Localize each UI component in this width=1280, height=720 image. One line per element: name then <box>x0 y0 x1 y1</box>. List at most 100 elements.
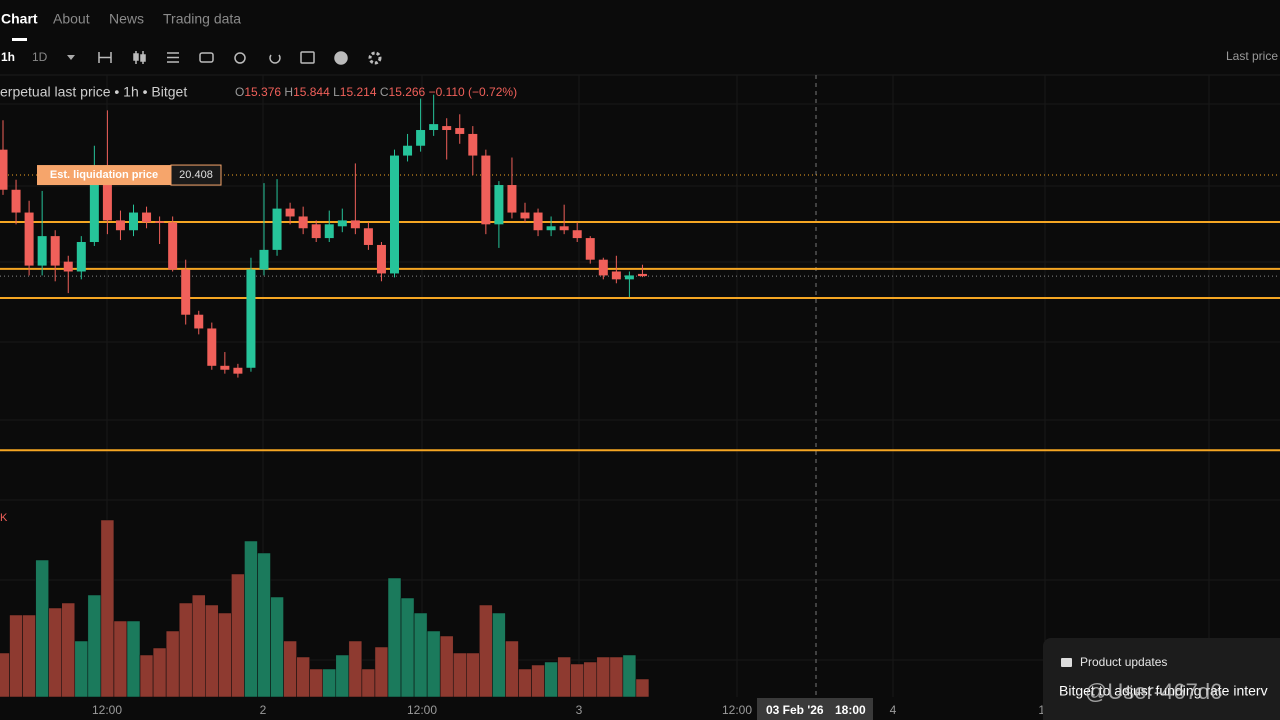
candle-body <box>142 212 152 223</box>
x-tick-label: 12:00 <box>407 703 437 717</box>
candle-body <box>507 185 517 213</box>
ohlc-prefix: L <box>333 85 340 99</box>
add-icon[interactable] <box>334 51 348 65</box>
volume-bar <box>270 596 284 698</box>
candle-body <box>168 222 178 270</box>
volume-bar <box>622 654 637 698</box>
popup-text: Bitget to adjust funding rate interv <box>1059 683 1268 699</box>
volume-bar <box>0 652 10 698</box>
volume-bar <box>609 656 624 698</box>
candle-body <box>207 328 217 366</box>
volume-bar <box>205 604 219 698</box>
volume-bar <box>192 594 206 698</box>
volume-bar <box>505 640 519 698</box>
volume-bar <box>218 612 232 698</box>
replay-icon[interactable] <box>269 54 281 64</box>
volume-bar <box>322 668 336 698</box>
candle-body <box>89 165 99 243</box>
time-axis-bg <box>0 697 1280 720</box>
volume-bar <box>413 612 428 698</box>
nav-tabs: Chart About News Trading data <box>1 11 241 41</box>
candle-body <box>76 242 86 272</box>
candle-body <box>0 149 8 190</box>
candle-body <box>416 130 426 146</box>
ohlc-value: 15.214 <box>340 85 377 99</box>
volume-bar <box>335 654 350 698</box>
candles-icon-body <box>133 53 139 61</box>
candle-body <box>598 259 608 276</box>
crosshair-time: 18:00 <box>835 703 866 717</box>
tab[interactable]: News <box>109 11 144 27</box>
volume-bar <box>87 594 102 698</box>
candle-body <box>637 273 647 277</box>
tab[interactable]: Chart <box>1 11 38 27</box>
x-tick-label: 2 <box>260 703 267 717</box>
volume-bar <box>557 656 571 698</box>
volume-bar <box>231 573 245 698</box>
candle-body <box>129 212 138 231</box>
candle-body <box>520 212 530 219</box>
volume-bar <box>139 654 154 698</box>
popup-title: Product updates <box>1080 655 1167 669</box>
measure-icon[interactable] <box>98 52 112 63</box>
tab[interactable]: About <box>53 11 90 27</box>
liquidation-tag <box>37 165 171 186</box>
candle-body <box>390 155 399 274</box>
candle-body <box>585 238 595 260</box>
candle-body <box>468 133 478 156</box>
settings-icon[interactable] <box>368 51 382 65</box>
toolbar: 1h 1D Last price <box>1 49 1278 65</box>
volume-bar <box>635 678 650 698</box>
volume-bar <box>244 540 258 698</box>
x-tick-label: 12:00 <box>722 703 752 717</box>
candle-body <box>611 271 621 280</box>
ohlc-prefix: C <box>380 85 389 99</box>
candle-body <box>324 224 334 239</box>
candle-body <box>233 367 243 374</box>
volume-label: K <box>0 512 8 524</box>
candle-body <box>115 220 125 231</box>
popup-icon <box>1061 658 1072 667</box>
candle-body <box>298 216 308 229</box>
candle-body <box>246 269 256 368</box>
candle-body <box>24 212 34 266</box>
ohlc-value: 15.266 <box>389 85 426 99</box>
volume-bar <box>152 647 167 698</box>
volume-bar <box>400 597 415 698</box>
price-mode[interactable]: Last price <box>1226 49 1278 63</box>
volume-bar <box>165 630 180 698</box>
liquidation-label: Est. liquidation price <box>50 169 158 181</box>
candle-body <box>194 314 204 329</box>
camera-icon[interactable] <box>199 52 214 63</box>
candle-body <box>37 236 47 266</box>
popup[interactable]: Product updates Bitget to adjust funding… <box>1043 638 1280 720</box>
crosshair-label-box <box>757 698 873 720</box>
volume-bar <box>439 635 454 698</box>
volume-bar <box>492 612 506 698</box>
volume-bar <box>100 519 115 698</box>
alarm-icon[interactable] <box>234 52 246 64</box>
volume-bar <box>518 668 532 698</box>
indicators-icon[interactable] <box>167 52 179 63</box>
candle-body <box>259 249 269 270</box>
volume-bar <box>113 620 128 698</box>
volume-bar <box>61 602 75 698</box>
tab[interactable]: Trading data <box>163 11 241 27</box>
volume-bar <box>531 664 545 698</box>
crosshair-date: 03 Feb '26 <box>766 703 824 717</box>
volume-bar <box>283 640 297 698</box>
calendar-icon[interactable] <box>300 51 315 64</box>
candle-body <box>337 220 347 227</box>
dropdown-icon[interactable] <box>67 55 75 60</box>
candle-body <box>50 236 60 266</box>
volume-bar <box>309 668 323 698</box>
candle-body <box>429 124 439 131</box>
watermark: @User-467d6 <box>1085 679 1222 704</box>
interval-button[interactable]: 1h <box>1 50 15 64</box>
candle-body <box>403 145 413 156</box>
interval-button[interactable]: 1D <box>32 50 48 64</box>
ohlc-value: 15.376 <box>244 85 281 99</box>
volume-bar <box>9 614 23 698</box>
volume-bar <box>544 661 558 698</box>
